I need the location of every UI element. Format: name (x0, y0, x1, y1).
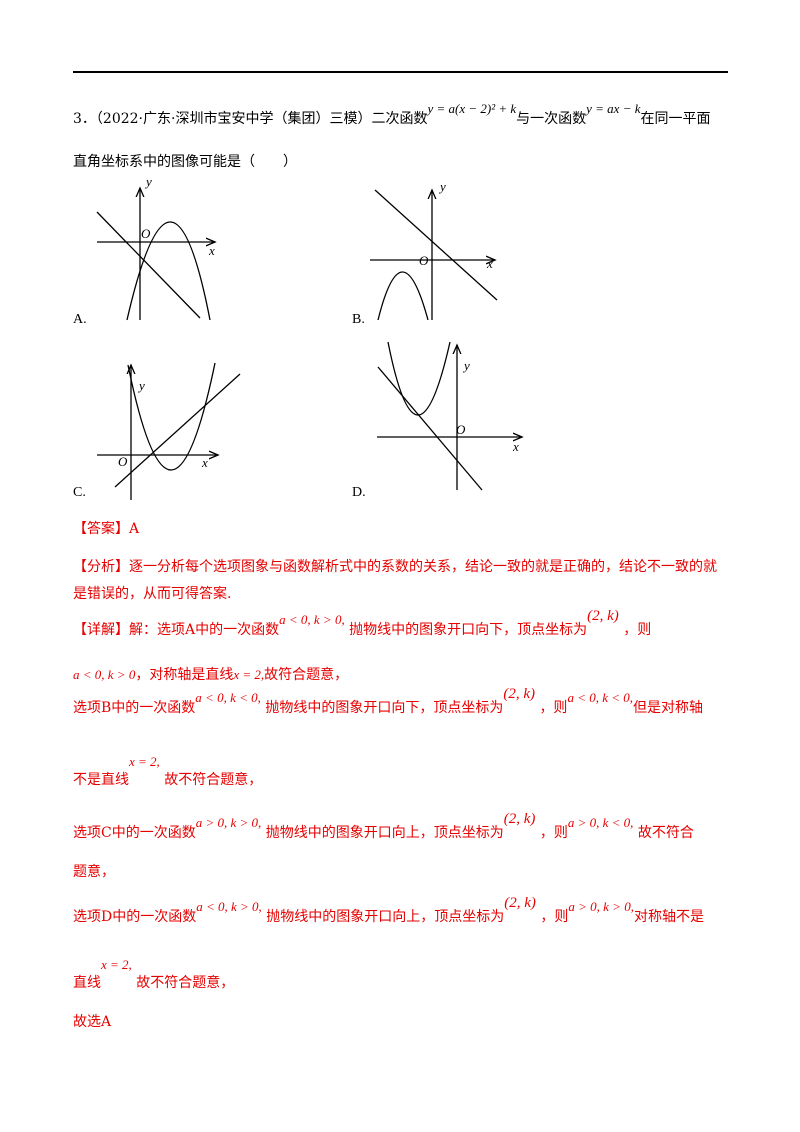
formula: (2, k) (587, 608, 619, 624)
question-line: 直角坐标系中的图像可能是（ ） (73, 154, 297, 170)
analysis-line: 是错误的，从而可得答案. (73, 586, 232, 602)
detail-line: a < 0, k > 0，对称轴是直线x = 2,故符合题意， (73, 664, 348, 684)
origin-label: O (141, 226, 151, 241)
axis-label: y (438, 179, 446, 194)
text: ，则 (539, 700, 568, 716)
question-source: （2022·广东·深圳市宝安中学（集团）三模） (95, 111, 372, 127)
text: 故不符合题意， (136, 975, 235, 991)
text: 抛物线中的图象开口向下，顶点坐标为 (349, 622, 588, 638)
formula: (2, k) (504, 895, 536, 911)
tag: 【详解】 (73, 622, 129, 638)
text: 故不符合 (637, 825, 694, 841)
formula: a < 0, k < 0, (567, 690, 634, 705)
formula: a < 0, k > 0, (196, 899, 262, 914)
formula: y = ax − k (586, 101, 641, 116)
text: 故不符合题意， (164, 772, 263, 788)
tag: 【分析】 (73, 559, 129, 575)
formula: x = 2, (233, 667, 265, 682)
text: 直线 (73, 975, 101, 991)
formula: y = a(x − 2)² + k (427, 101, 517, 116)
graph-c (97, 362, 241, 500)
option-label: B. (352, 312, 365, 327)
formula: (2, k) (503, 686, 535, 702)
analysis-line: 【分析】逐一分析每个选项图象与函数解析式中的系数的关系，结论一致的就是正确的，结… (73, 556, 717, 576)
tag: 【答案】 (73, 521, 129, 537)
axis-label: x (512, 439, 519, 454)
text: 在同一平面 (640, 111, 711, 127)
top-rule (73, 71, 728, 73)
text: 不是直线 (73, 772, 129, 788)
text: 选项D中的一次函数 (73, 909, 197, 925)
origin-label: O (456, 422, 466, 437)
axis-label: y (137, 378, 145, 393)
detail-line: 【详解】解：选项A中的一次函数a < 0, k > 0, 抛物线中的图象开口向下… (73, 608, 652, 639)
formula: (2, k) (503, 811, 536, 827)
axis-label: x (201, 455, 208, 470)
formula: a < 0, k > 0, (279, 612, 345, 627)
graph-b (370, 190, 498, 321)
answer: A (129, 521, 140, 537)
option-label: C. (73, 485, 86, 500)
option-label: D. (352, 485, 366, 500)
text: 但是对称轴 (633, 700, 704, 716)
detail-line: 选项C中的一次函数a > 0, k > 0, 抛物线中的图象开口向上，顶点坐标为… (73, 811, 694, 842)
origin-label: O (118, 454, 128, 469)
origin-label: O (419, 253, 429, 268)
text: 与一次函数 (516, 111, 587, 127)
text: 解：选项A中的一次函数 (129, 622, 280, 638)
text: 故符合题意， (264, 667, 349, 683)
text: ，对称轴是直线 (135, 667, 234, 683)
text: 抛物线中的图象开口向下，顶点坐标为 (265, 700, 504, 716)
answer-line: 【答案】A (73, 518, 139, 538)
text: 选项C中的一次函数 (73, 825, 196, 841)
question-number: 3． (73, 111, 96, 127)
question-line: 3．（2022·广东·深圳市宝安中学（集团）三模）二次函数y = a(x − 2… (73, 101, 711, 128)
option-label: A. (73, 312, 87, 327)
text: 抛物线中的图象开口向上，顶点坐标为 (265, 825, 504, 841)
detail-line: 选项B中的一次函数a < 0, k < 0, 抛物线中的图象开口向下，顶点坐标为… (73, 686, 704, 717)
text: 选项B中的一次函数 (73, 700, 196, 716)
graph-a (96, 188, 215, 321)
text: ，则 (539, 825, 568, 841)
axis-label: y (144, 174, 152, 189)
formula: a > 0, k > 0, (568, 899, 634, 914)
axis-label: x (208, 243, 215, 258)
text: 逐一分析每个选项图象与函数解析式中的系数的关系，结论一致的就是正确的，结论不一致… (129, 559, 717, 575)
formula: x = 2, (129, 754, 160, 769)
axis-label: y (462, 358, 470, 373)
axis-label: x (486, 256, 493, 271)
text: 二次函数 (371, 111, 428, 127)
detail-line: 不是直线x = 2, 故不符合题意， (73, 754, 263, 789)
detail-line: 题意， (73, 864, 115, 880)
text: ，则 (623, 622, 652, 638)
graph-d (377, 341, 522, 491)
text: ，则 (540, 909, 569, 925)
text: 抛物线中的图象开口向上，顶点坐标为 (266, 909, 505, 925)
detail-line: 选项D中的一次函数a < 0, k > 0, 抛物线中的图象开口向上，顶点坐标为… (73, 895, 704, 926)
formula: a > 0, k > 0, (195, 815, 262, 830)
formula: x = 2, (101, 957, 132, 972)
formula: a < 0, k < 0, (195, 690, 261, 705)
formula: a > 0, k < 0, (567, 815, 634, 830)
formula: a < 0, k > 0 (73, 667, 136, 682)
detail-line: 故选A (73, 1014, 112, 1030)
detail-line: 直线x = 2, 故不符合题意， (73, 957, 235, 992)
text: 对称轴不是 (633, 909, 704, 925)
